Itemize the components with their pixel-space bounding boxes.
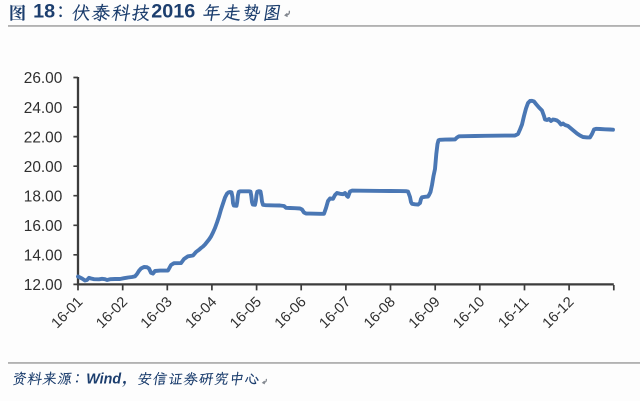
svg-text:16-07: 16-07 (317, 294, 355, 332)
svg-text:14.00: 14.00 (24, 248, 63, 265)
svg-text:16-10: 16-10 (450, 294, 488, 332)
svg-text:20.00: 20.00 (24, 159, 63, 176)
svg-text:16-12: 16-12 (540, 294, 578, 332)
svg-text:16-05: 16-05 (227, 294, 265, 332)
svg-text:16.00: 16.00 (24, 218, 63, 235)
svg-text:Wind: Wind (86, 372, 121, 388)
svg-text:16-03: 16-03 (138, 294, 176, 332)
svg-text:18: 18 (33, 1, 55, 23)
svg-text:18.00: 18.00 (24, 188, 63, 205)
svg-text:12.00: 12.00 (24, 277, 63, 294)
svg-text:24.00: 24.00 (24, 100, 63, 117)
svg-text:16-02: 16-02 (93, 294, 131, 332)
svg-text:16-11: 16-11 (496, 295, 533, 332)
svg-text:16-01: 16-01 (49, 294, 87, 332)
svg-text:22.00: 22.00 (24, 129, 63, 146)
svg-text:16-04: 16-04 (183, 294, 221, 332)
svg-text:16-06: 16-06 (272, 294, 310, 332)
svg-text:16-08: 16-08 (361, 294, 399, 332)
svg-text:26.00: 26.00 (24, 70, 63, 87)
svg-text:2016: 2016 (151, 1, 195, 23)
svg-text:16-09: 16-09 (406, 294, 444, 332)
